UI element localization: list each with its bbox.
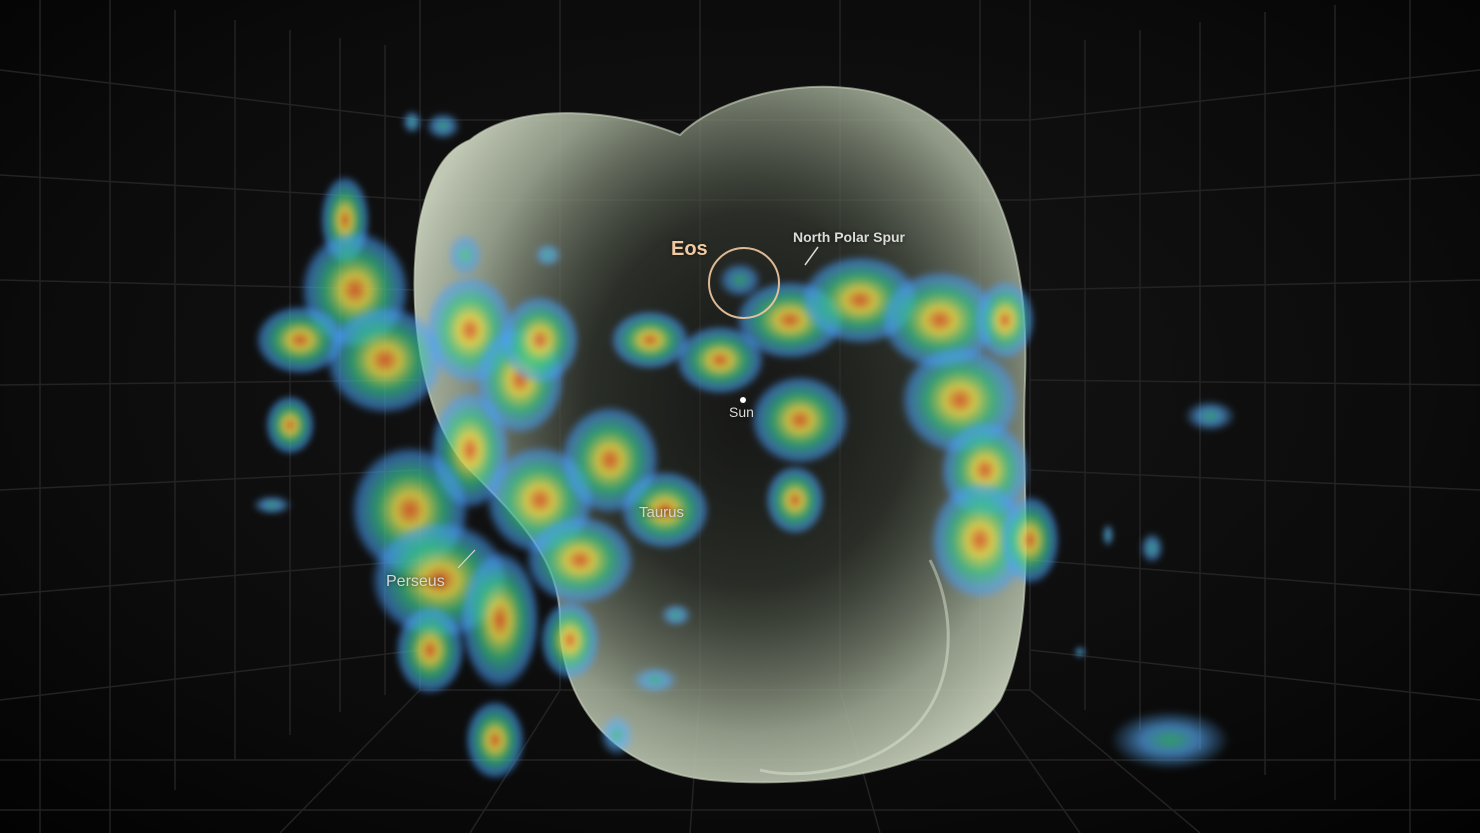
sun-marker-dot — [740, 397, 746, 403]
local-bubble-inner-fold — [759, 559, 950, 776]
north-polar-spur-leader — [804, 246, 819, 266]
eos-ring-marker — [708, 247, 780, 319]
dust-clouds — [252, 110, 1236, 780]
perseus-leader — [457, 549, 476, 569]
